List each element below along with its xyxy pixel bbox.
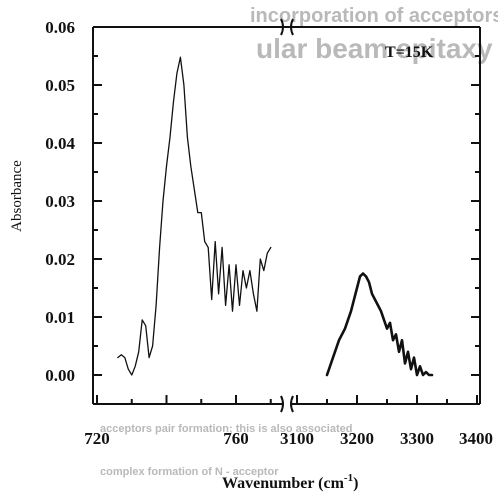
y-tick-label: 0.02 — [45, 250, 75, 269]
x-tick-labels: 720 760 3100 3200 3300 3400 — [84, 429, 493, 448]
bleed-text-4: complex formation of N - acceptor — [100, 466, 279, 478]
x-axis-label-close: ) — [353, 475, 358, 492]
x-tick-label: 3300 — [400, 429, 434, 448]
temperature-annotation: T=15K — [385, 44, 434, 61]
y-tick-label: 0.03 — [45, 192, 75, 211]
axis-break-mark-left — [280, 395, 284, 413]
y-axis-ticks — [93, 26, 480, 376]
y-axis-label: Absorbance — [9, 160, 25, 232]
y-tick-label: 0.06 — [45, 18, 75, 37]
data-series — [117, 56, 434, 377]
x-tick-label: 3200 — [340, 429, 374, 448]
spectrum-line-high-wavenumber — [325, 272, 434, 377]
x-axis-label-sup: -1 — [344, 472, 353, 484]
axis-break-mark-right — [290, 395, 294, 413]
spectrum-line-low-wavenumber — [117, 56, 272, 376]
plot-frame — [92, 18, 481, 413]
y-tick-label: 0.05 — [45, 76, 75, 95]
y-tick-label: 0.04 — [45, 134, 75, 153]
x-tick-label: 3100 — [280, 429, 314, 448]
x-axis-label: Wavenumber (cm-1) — [222, 472, 358, 492]
x-tick-label: 760 — [223, 429, 249, 448]
bleed-through-text: ular beam epitaxy incorporation of accep… — [100, 5, 498, 478]
y-tick-label: 0.00 — [45, 366, 75, 385]
x-axis-label-main: Wavenumber (cm — [222, 475, 345, 492]
y-tick-label: 0.01 — [45, 308, 75, 327]
bleed-text-1: ular beam epitaxy — [256, 33, 493, 64]
bleed-text-2: incorporation of acceptors and — [250, 5, 498, 27]
bleed-text-3: acceptors pair formation; this is also a… — [100, 423, 352, 435]
top-break-mark-right — [290, 18, 294, 36]
top-break-mark-left — [280, 18, 284, 36]
x-tick-label: 3400 — [459, 429, 493, 448]
x-axis-ticks — [96, 395, 478, 404]
y-tick-labels: 0.00 0.01 0.02 0.03 0.04 0.05 0.06 — [45, 18, 75, 385]
x-tick-label: 720 — [84, 429, 110, 448]
